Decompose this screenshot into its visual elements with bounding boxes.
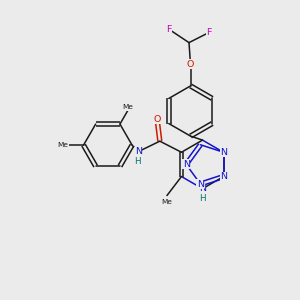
Text: N: N [183,160,190,169]
Text: F: F [167,25,172,34]
Text: Me: Me [122,104,133,110]
Text: Me: Me [58,142,69,148]
Text: Me: Me [161,199,172,205]
Text: F: F [206,28,212,37]
Text: H: H [199,194,206,203]
Text: N: N [220,172,227,181]
Text: N: N [220,148,227,157]
Text: N: N [197,179,204,188]
Text: H: H [135,157,141,166]
Text: N: N [199,184,206,193]
Text: N: N [135,147,142,156]
Text: O: O [154,115,161,124]
Text: O: O [187,60,194,69]
